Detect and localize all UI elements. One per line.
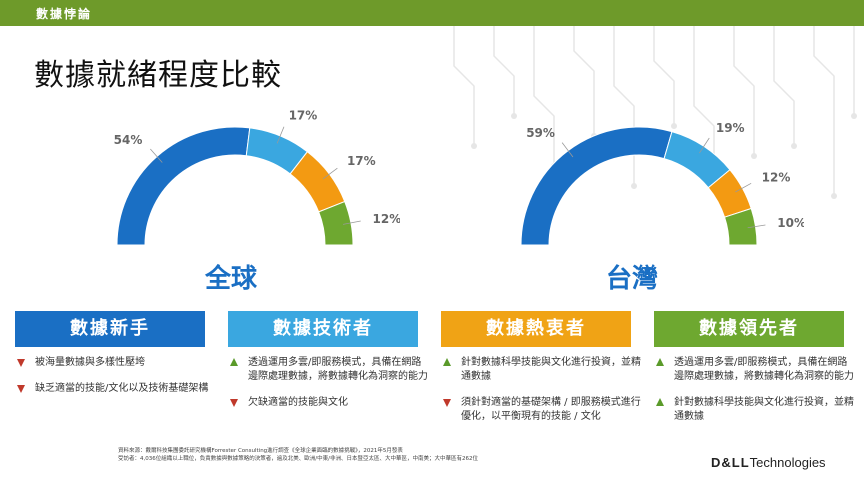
triangle-down-icon <box>443 399 451 407</box>
header-bar: 數據悖論 <box>0 0 864 26</box>
leader-line-0 <box>561 142 574 158</box>
data-label-0: 54% <box>114 133 143 147</box>
logo-suffix: Technologies <box>749 455 826 470</box>
list-item: 須針對適當的基礎架構 / 即服務模式進行優化，以平衡現有的技能 / 文化 <box>443 396 643 424</box>
list-item-text: 被海量數據與多樣性壓垮 <box>35 357 145 368</box>
data-label-3: 12% <box>373 212 400 226</box>
triangle-down-icon <box>17 359 25 367</box>
list-item: 透過運用多雲/即服務模式，具備在網路邊際處理數據，將數據轉化為洞察的能力 <box>230 356 430 384</box>
list-item-text: 欠缺適當的技能與文化 <box>248 397 348 408</box>
gauge-segment-0 <box>520 126 673 246</box>
list-item-text: 缺乏適當的技能/文化以及技術基礎架構 <box>35 383 209 394</box>
leader-line-1 <box>699 137 710 154</box>
triangle-up-icon <box>443 358 451 366</box>
data-label-0: 59% <box>526 126 555 140</box>
region-label-global: 全球 <box>205 264 258 294</box>
leader-line-2 <box>735 182 752 193</box>
list-item: 被海量數據與多樣性壓垮 <box>17 356 217 370</box>
source-line-2: 受訪者：4,036位組織以上職位，負責數據與數據策略的決策者，遍及北美、歐洲/中… <box>118 456 478 462</box>
category-list-0: 被海量數據與多樣性壓垮缺乏適當的技能/文化以及技術基礎架構 <box>17 356 217 408</box>
data-label-3: 10% <box>777 216 804 230</box>
triangle-down-icon <box>17 385 25 393</box>
triangle-up-icon <box>656 358 664 366</box>
leader-line-0 <box>150 148 163 163</box>
list-item: 透過運用多雲/即服務模式，具備在網路邊際處理數據，將數據轉化為洞察的能力 <box>656 356 856 384</box>
circuit-background <box>453 26 857 199</box>
page-title: 數據就緒程度比較 <box>34 58 282 93</box>
logo-brand: D&LL <box>711 455 750 470</box>
leader-line-3 <box>342 220 361 225</box>
list-item-text: 透過運用多雲/即服務模式，具備在網路邊際處理數據，將數據轉化為洞察的能力 <box>674 357 854 382</box>
data-label-1: 17% <box>289 109 318 123</box>
list-item: 缺乏適當的技能/文化以及技術基礎架構 <box>17 382 217 396</box>
gauge-chart-taiwan: 59% 19% 12% 10% <box>520 121 804 246</box>
category-box-2: 數據熱衷者 <box>441 311 631 347</box>
data-label-2: 12% <box>762 171 791 185</box>
leader-line-1 <box>276 126 285 144</box>
list-item: 欠缺適當的技能與文化 <box>230 396 430 410</box>
list-item: 針對數據科學技能與文化進行投資，並精通數據 <box>443 356 643 384</box>
triangle-up-icon <box>656 398 664 406</box>
category-box-1: 數據技術者 <box>228 311 418 347</box>
source-line-1: 資料來源：戴爾科技集團委託研究機構Forrester Consulting進行調… <box>118 448 403 454</box>
gauge-chart-global: 54% 17% 17% 12% <box>114 109 400 246</box>
header-label: 數據悖論 <box>36 7 93 21</box>
gauge-segment-3 <box>318 200 354 246</box>
leader-line-2 <box>322 167 338 180</box>
list-item-text: 針對數據科學技能與文化進行投資，並精通數據 <box>461 357 641 382</box>
list-item: 針對數據科學技能與文化進行投資，並精通數據 <box>656 396 856 424</box>
category-list-2: 針對數據科學技能與文化進行投資，並精通數據 須針對適當的基礎架構 / 即服務模式進… <box>443 356 643 436</box>
category-list-1: 透過運用多雲/即服務模式，具備在網路邊際處理數據，將數據轉化為洞察的能力欠缺適當… <box>230 356 430 422</box>
region-label-taiwan: 台灣 <box>606 264 659 294</box>
dell-technologies-logo: D&LLTechnologies <box>711 455 826 470</box>
leader-line-3 <box>747 224 766 229</box>
category-box-3: 數據領先者 <box>654 311 844 347</box>
list-item-text: 須針對適當的基礎架構 / 即服務模式進行優化，以平衡現有的技能 / 文化 <box>461 397 641 422</box>
triangle-up-icon <box>230 358 238 366</box>
category-box-0: 數據新手 <box>15 311 205 347</box>
data-label-1: 19% <box>716 121 745 135</box>
triangle-down-icon <box>230 399 238 407</box>
category-list-3: 透過運用多雲/即服務模式，具備在網路邊際處理數據，將數據轉化為洞察的能力 針對數據… <box>656 356 856 436</box>
list-item-text: 針對數據科學技能與文化進行投資，並精通數據 <box>674 397 854 422</box>
list-item-text: 透過運用多雲/即服務模式，具備在網路邊際處理數據，將數據轉化為洞察的能力 <box>248 357 428 382</box>
gauge-segment-3 <box>723 207 758 246</box>
data-label-2: 17% <box>347 154 376 168</box>
source-note: 資料來源：戴爾科技集團委託研究機構Forrester Consulting進行調… <box>118 447 678 463</box>
